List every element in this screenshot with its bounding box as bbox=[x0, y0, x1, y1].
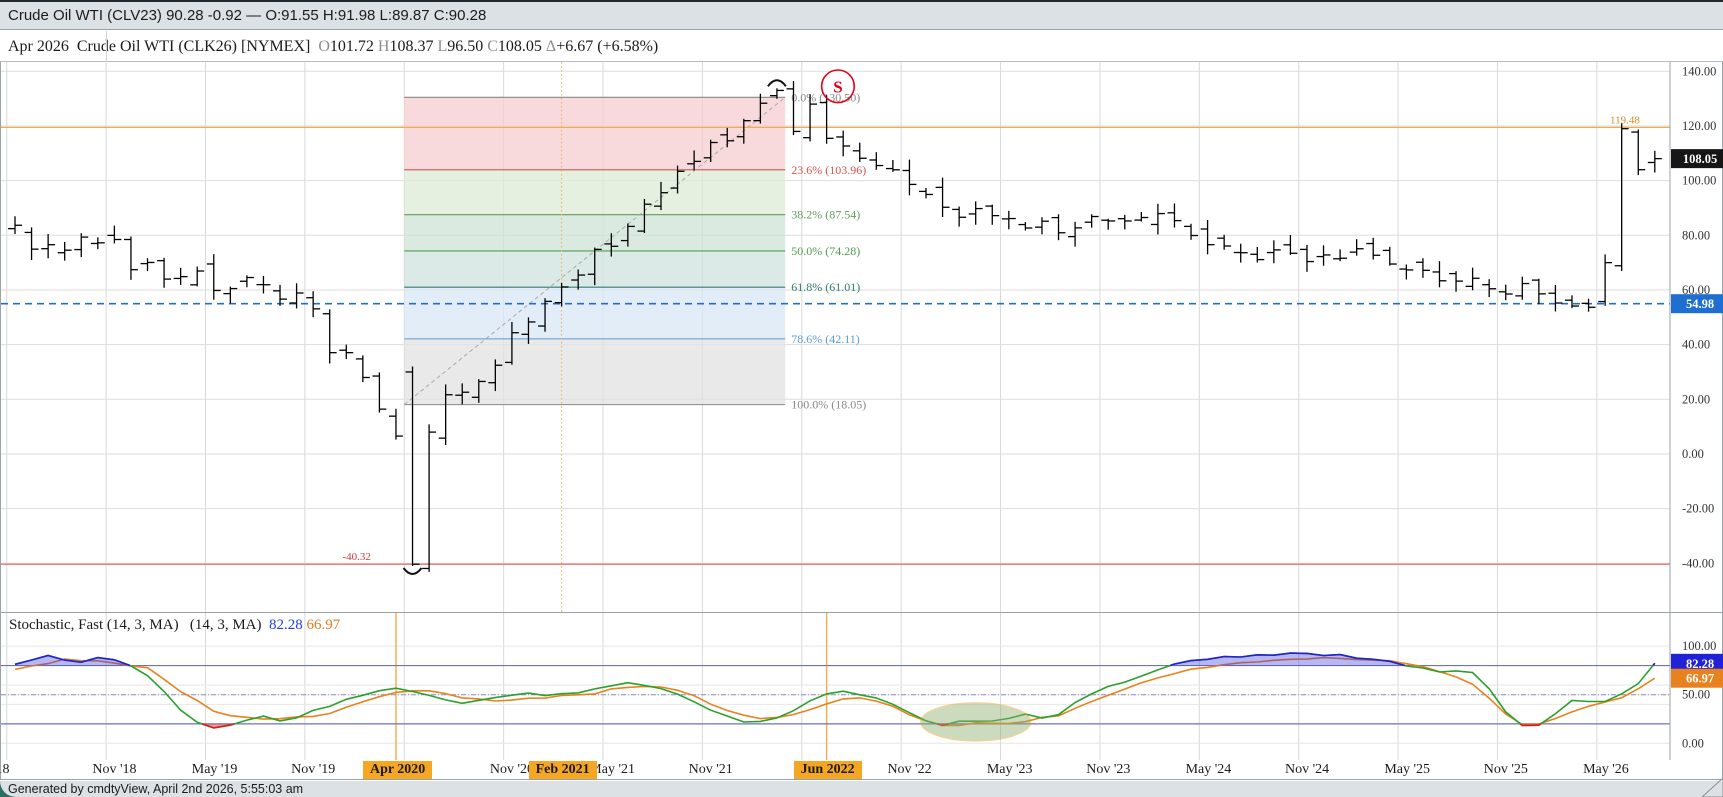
svg-text:50.0% (74.28): 50.0% (74.28) bbox=[791, 244, 860, 258]
svg-text:S: S bbox=[833, 77, 842, 96]
svg-text:78.6% (42.11): 78.6% (42.11) bbox=[791, 332, 860, 346]
svg-text:23.6% (103.96): 23.6% (103.96) bbox=[791, 163, 866, 177]
svg-text:40.00: 40.00 bbox=[1682, 338, 1710, 352]
svg-text:-40.00: -40.00 bbox=[1682, 556, 1714, 570]
svg-text:100.00: 100.00 bbox=[1682, 639, 1716, 653]
svg-text:80.00: 80.00 bbox=[1682, 228, 1710, 242]
svg-text:38.2% (87.54): 38.2% (87.54) bbox=[791, 208, 860, 222]
svg-text:-20.00: -20.00 bbox=[1682, 502, 1714, 516]
svg-text:-40.32: -40.32 bbox=[343, 551, 371, 563]
svg-text:66.97: 66.97 bbox=[1686, 672, 1714, 686]
svg-text:120.00: 120.00 bbox=[1682, 119, 1716, 133]
svg-text:0.00: 0.00 bbox=[1682, 736, 1704, 750]
svg-text:20.00: 20.00 bbox=[1682, 392, 1710, 406]
svg-text:100.00: 100.00 bbox=[1682, 174, 1716, 188]
svg-text:108.05: 108.05 bbox=[1683, 152, 1717, 166]
svg-text:119.48: 119.48 bbox=[1610, 114, 1640, 126]
svg-text:61.8% (61.01): 61.8% (61.01) bbox=[791, 280, 860, 294]
svg-text:0.00: 0.00 bbox=[1682, 447, 1704, 461]
svg-text:54.98: 54.98 bbox=[1686, 297, 1714, 311]
svg-text:50.00: 50.00 bbox=[1682, 688, 1710, 702]
svg-text:140.00: 140.00 bbox=[1682, 64, 1716, 78]
svg-text:100.0% (18.05): 100.0% (18.05) bbox=[791, 398, 866, 412]
